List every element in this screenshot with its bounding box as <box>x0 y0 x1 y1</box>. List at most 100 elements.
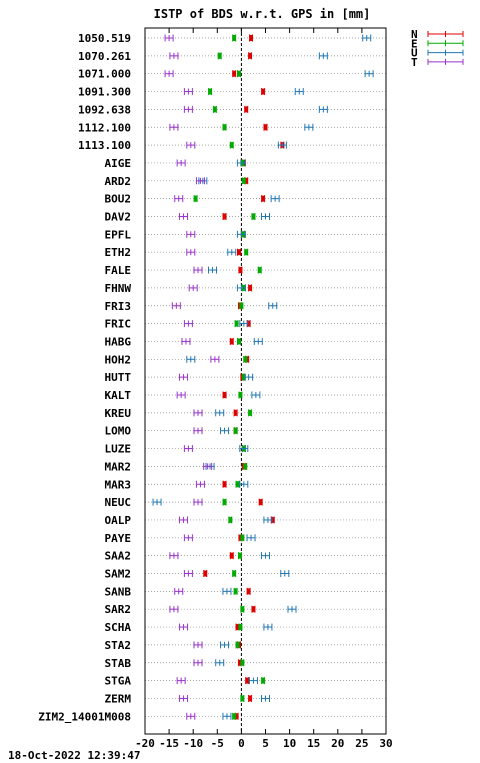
x-tick-label: -15 <box>159 737 179 750</box>
data-point-E <box>257 266 262 274</box>
data-point-E <box>240 534 245 542</box>
data-point-E <box>240 694 245 702</box>
station-label: LUZE <box>105 443 132 456</box>
data-point-T <box>183 105 193 113</box>
station-label: 1112.100 <box>78 121 131 134</box>
data-point-E <box>243 355 248 363</box>
data-point-E <box>208 88 213 96</box>
station-label: FRIC <box>105 318 132 331</box>
data-point-N <box>203 570 208 577</box>
data-point-E <box>248 409 253 417</box>
station-label: HUTT <box>105 371 132 384</box>
data-point-N <box>248 694 253 702</box>
data-point-U <box>236 230 246 238</box>
data-point-T <box>193 427 203 435</box>
data-point-T <box>164 34 174 42</box>
data-point-E <box>222 123 227 131</box>
data-point-U <box>253 337 263 345</box>
x-tick-label: 15 <box>307 737 320 750</box>
station-label: STA2 <box>105 639 132 652</box>
data-point-N <box>245 677 250 685</box>
data-point-U <box>280 570 290 577</box>
station-label: HOH2 <box>105 353 132 366</box>
data-point-E <box>240 605 245 613</box>
data-point-E <box>222 498 227 506</box>
data-point-N <box>244 105 249 113</box>
data-point-T <box>169 552 179 560</box>
data-point-T <box>183 320 193 328</box>
data-point-T <box>174 195 184 203</box>
data-point-U <box>222 587 232 595</box>
data-point-E <box>228 516 233 524</box>
station-label: OALP <box>105 514 132 527</box>
data-point-E <box>236 70 241 78</box>
data-point-U <box>318 52 328 60</box>
data-point-T <box>169 123 179 131</box>
data-point-T <box>176 159 186 167</box>
data-point-T <box>169 605 179 613</box>
station-label: SCHA <box>105 621 132 634</box>
x-tick-label: -10 <box>183 737 203 750</box>
data-point-E <box>193 195 198 203</box>
grid <box>145 28 386 734</box>
station-label: ETH2 <box>105 246 132 259</box>
data-point-E <box>238 623 243 631</box>
data-point-T <box>186 712 196 720</box>
station-label: MAR2 <box>105 460 132 473</box>
station-label: FRI3 <box>105 300 132 313</box>
x-tick-label: 5 <box>262 737 269 750</box>
data-point-U <box>220 427 230 435</box>
data-point-U <box>222 712 232 720</box>
data-point-T <box>179 213 189 220</box>
data-point-U <box>239 480 249 488</box>
data-point-N <box>258 498 263 506</box>
data-point-N <box>248 52 253 60</box>
station-label: FHNW <box>105 282 132 295</box>
data-point-T <box>193 498 203 506</box>
data-point-E <box>238 391 243 399</box>
data-point-E <box>233 427 238 435</box>
data-point-E <box>244 248 249 256</box>
station-label: AIGE <box>105 157 132 170</box>
data-point-N <box>261 88 266 96</box>
station-label: EPFL <box>105 228 132 241</box>
data-point-U <box>186 355 196 363</box>
data-point-U <box>261 552 270 560</box>
data-point-N <box>232 70 237 78</box>
x-axis: -20 -15 -10 -5 0 5 10 15 20 25 30 <box>135 28 393 750</box>
data-point-U <box>244 373 254 381</box>
data-point-E <box>240 659 245 667</box>
legend-label-N: N <box>411 28 418 41</box>
data-point-T <box>193 641 203 649</box>
data-point-N <box>222 480 227 488</box>
data-point-N <box>249 34 254 42</box>
station-label: DAV2 <box>105 211 132 224</box>
legend-label-T: T <box>411 56 418 69</box>
data-point-T <box>179 623 189 631</box>
station-label: PAYE <box>105 532 132 545</box>
data-point-U <box>236 159 246 167</box>
station-label: HABG <box>105 335 132 348</box>
data-point-T <box>193 659 203 667</box>
legend-label-E: E <box>411 37 418 50</box>
data-point-T <box>186 248 196 256</box>
station-label: 1092.638 <box>78 103 131 116</box>
plot-area-frame <box>144 27 387 735</box>
data-point-T <box>164 70 174 78</box>
data-point-T <box>210 355 220 363</box>
data-point-E <box>235 641 240 649</box>
data-point-U <box>251 391 261 399</box>
data-point-T <box>176 677 186 685</box>
station-label: STAB <box>105 657 132 670</box>
data-point-U <box>239 320 249 328</box>
station-label: ARD2 <box>105 175 132 188</box>
station-label: SAA2 <box>105 550 132 563</box>
data-point-U <box>294 88 304 96</box>
data-point-U <box>287 605 297 613</box>
data-point-T <box>193 266 203 274</box>
station-label: STGA <box>105 675 132 688</box>
data-point-E <box>235 480 240 488</box>
data-point-U <box>239 445 249 453</box>
data-point-E <box>243 462 248 470</box>
